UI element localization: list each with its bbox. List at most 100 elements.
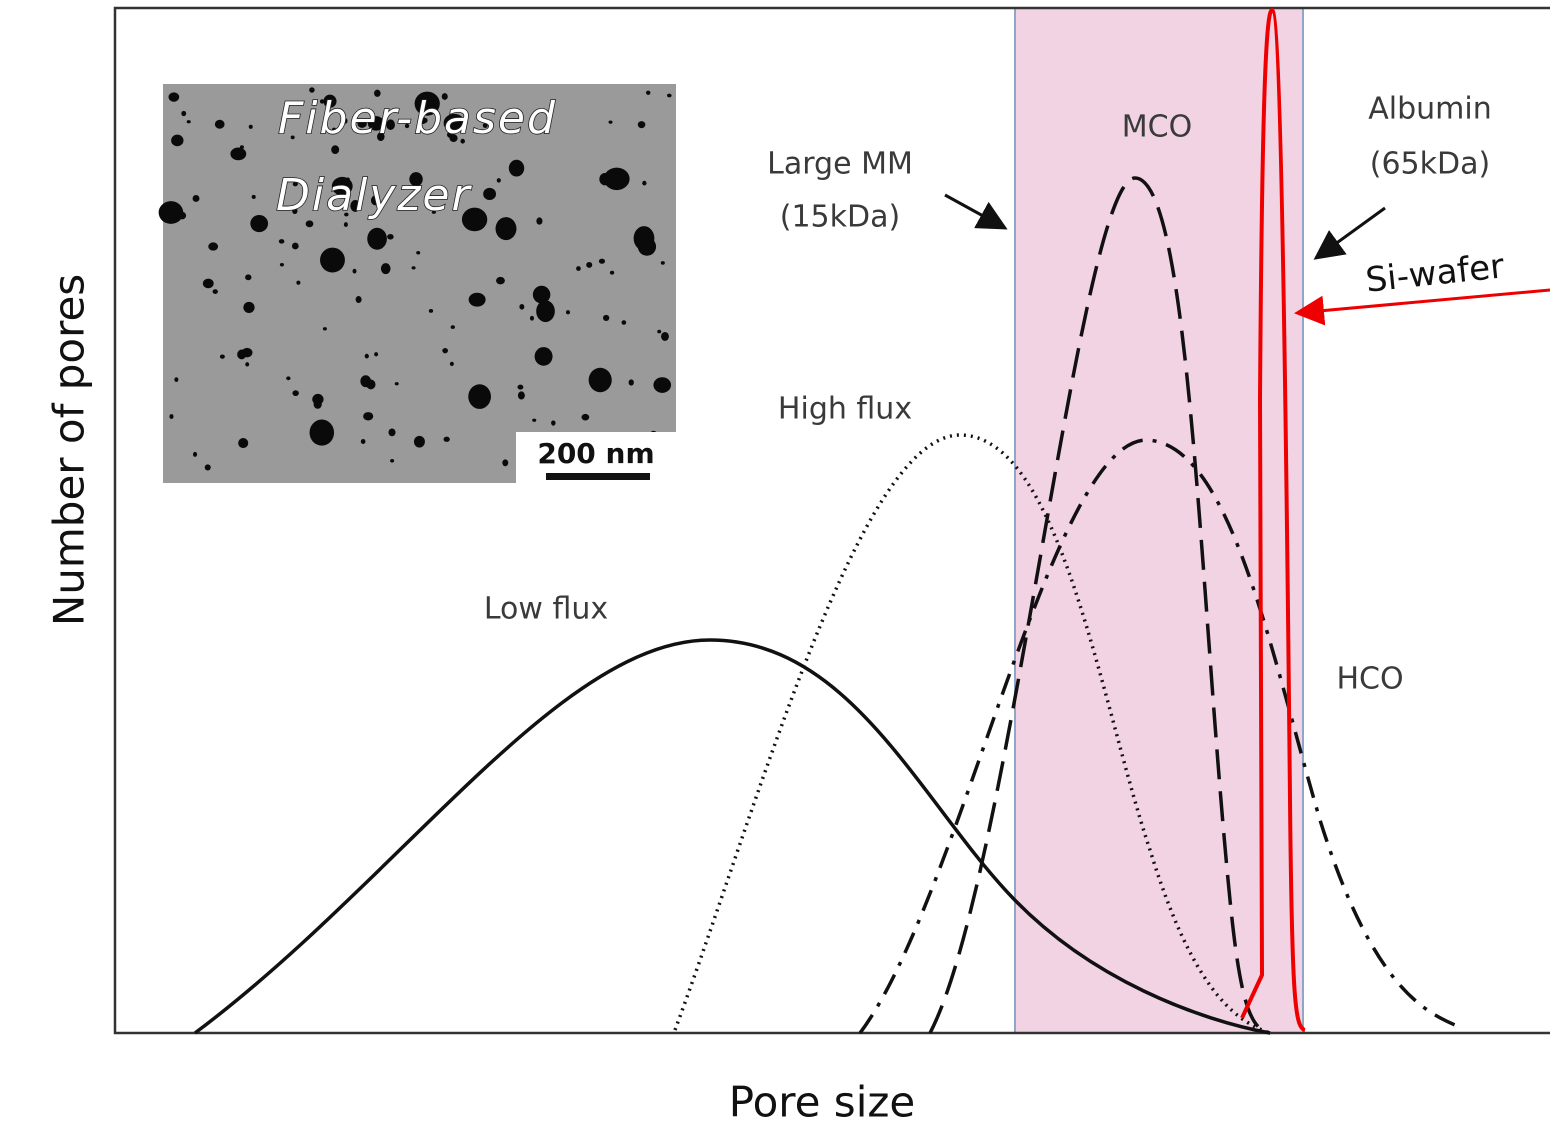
pore (535, 347, 553, 366)
pore (412, 266, 416, 269)
annotation: Large MM (767, 147, 913, 182)
sem-inset: Fiber-based Dialyzer 200 nm (159, 84, 676, 483)
pore (292, 243, 299, 250)
pore (496, 277, 505, 284)
inset-title: Dialyzer (276, 170, 472, 221)
pore (171, 135, 183, 147)
pore (237, 350, 246, 360)
pore (367, 228, 387, 250)
pore (416, 251, 420, 255)
pore (450, 362, 454, 366)
pore (395, 382, 399, 385)
pore (451, 325, 455, 329)
pore (240, 145, 244, 149)
pore (599, 259, 605, 264)
pore (387, 234, 393, 240)
pore (381, 263, 391, 274)
large-mm-arrow (945, 195, 1005, 228)
albumin-arrow (1316, 208, 1385, 258)
pore (638, 121, 646, 128)
pore (279, 239, 285, 244)
pore (250, 215, 268, 232)
pore (536, 300, 555, 322)
pore (646, 91, 650, 95)
pore (323, 327, 327, 330)
pore (610, 271, 614, 275)
pore (208, 242, 218, 250)
pore (509, 160, 524, 177)
pore (361, 439, 366, 444)
pore (193, 452, 197, 457)
scale-bar-label: 200 nm (537, 437, 654, 470)
pore (388, 429, 395, 437)
curve-label: High flux (778, 392, 912, 427)
pore (661, 261, 665, 265)
pore (245, 274, 251, 280)
curve-label: MCO (1122, 110, 1192, 145)
pore (622, 320, 627, 324)
pore (174, 377, 178, 382)
pore (245, 362, 249, 366)
pore (213, 289, 218, 294)
pore (306, 220, 314, 227)
pore (365, 354, 369, 359)
pore (292, 390, 298, 396)
pore (159, 201, 184, 224)
pore (444, 437, 450, 442)
inset-title: Fiber-based (278, 93, 557, 144)
pore (314, 400, 322, 409)
pore (536, 217, 542, 224)
pore (582, 414, 590, 421)
annotation: Albumin (1368, 92, 1492, 127)
pore (502, 459, 508, 466)
annotation: (15kDa) (780, 200, 900, 235)
pore (320, 248, 345, 273)
pore (496, 217, 517, 240)
pore (429, 309, 433, 313)
pore (286, 376, 290, 380)
pore (530, 316, 534, 321)
pore (414, 436, 425, 448)
pore (187, 120, 191, 123)
pore (360, 375, 371, 387)
pore (310, 420, 335, 446)
annotation: (65kDa) (1370, 147, 1490, 182)
pore (249, 125, 253, 129)
pore (344, 222, 348, 227)
pore (280, 263, 284, 266)
pore (252, 195, 256, 199)
pore (629, 379, 634, 385)
pore (609, 120, 613, 123)
pore (205, 464, 211, 470)
pore (169, 414, 173, 419)
pore (661, 332, 669, 341)
pore (657, 330, 661, 334)
figure: Fiber-based Dialyzer 200 nm Number of po… (0, 0, 1550, 1128)
pore (551, 420, 555, 425)
pore (483, 188, 496, 200)
pore (586, 262, 592, 268)
pore (497, 178, 501, 183)
pore (243, 302, 254, 313)
pore (309, 87, 315, 92)
pore (193, 195, 200, 202)
pore (331, 145, 339, 154)
pore (356, 296, 362, 303)
pore (589, 368, 612, 392)
pore (469, 293, 486, 307)
pore (546, 312, 553, 320)
pore (374, 352, 378, 356)
pore (296, 281, 300, 285)
x-axis-label: Pore size (729, 1078, 916, 1127)
pore (390, 459, 394, 463)
pore (566, 310, 570, 314)
pore (576, 266, 581, 271)
curve-label: HCO (1336, 662, 1403, 697)
pore (215, 120, 225, 129)
pore (220, 354, 225, 358)
pore (468, 384, 491, 409)
scale-bar (546, 473, 650, 480)
pore (181, 111, 186, 116)
pore (363, 412, 373, 420)
curve-label: Low flux (484, 592, 608, 627)
